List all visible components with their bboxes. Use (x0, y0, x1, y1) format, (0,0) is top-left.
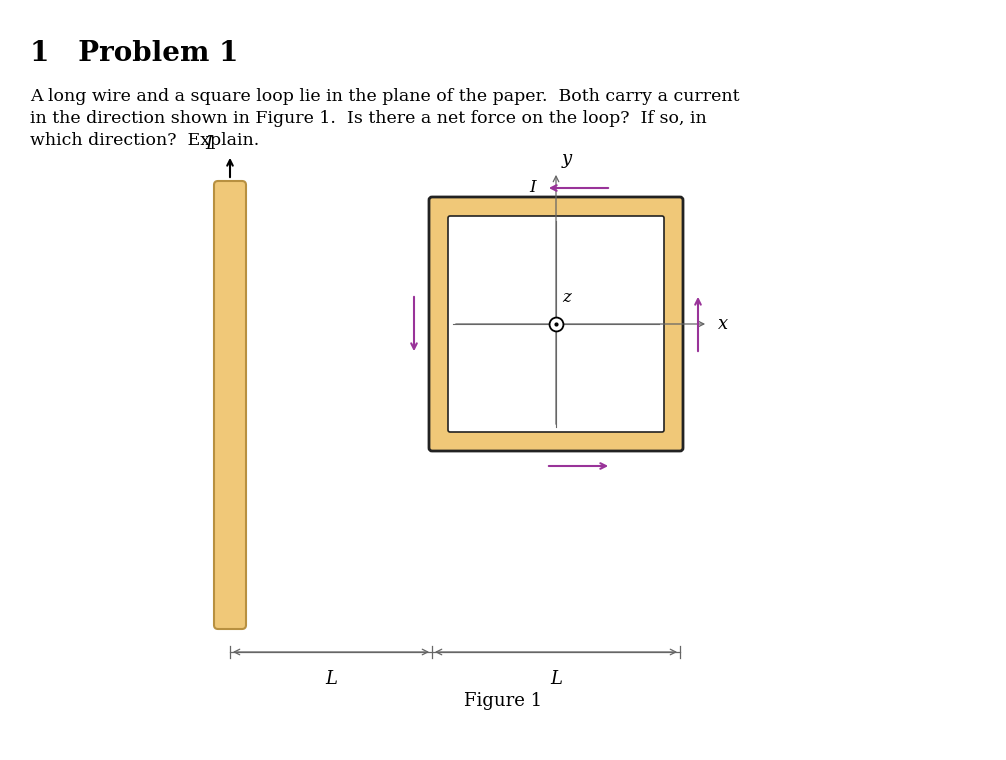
FancyBboxPatch shape (214, 181, 246, 629)
Text: x: x (718, 315, 728, 333)
Text: A long wire and a square loop lie in the plane of the paper.  Both carry a curre: A long wire and a square loop lie in the… (30, 88, 739, 105)
FancyBboxPatch shape (448, 216, 664, 432)
Text: z: z (562, 289, 570, 306)
Text: Figure 1: Figure 1 (464, 692, 542, 710)
Text: y: y (562, 150, 572, 168)
Text: L: L (550, 670, 562, 688)
FancyBboxPatch shape (429, 197, 683, 451)
Text: which direction?  Explain.: which direction? Explain. (30, 132, 260, 149)
Text: 1   Problem 1: 1 Problem 1 (30, 40, 238, 67)
Text: in the direction shown in Figure 1.  Is there a net force on the loop?  If so, i: in the direction shown in Figure 1. Is t… (30, 110, 707, 127)
Text: I: I (205, 135, 212, 153)
Text: L: L (325, 670, 337, 688)
Text: I: I (529, 179, 536, 197)
